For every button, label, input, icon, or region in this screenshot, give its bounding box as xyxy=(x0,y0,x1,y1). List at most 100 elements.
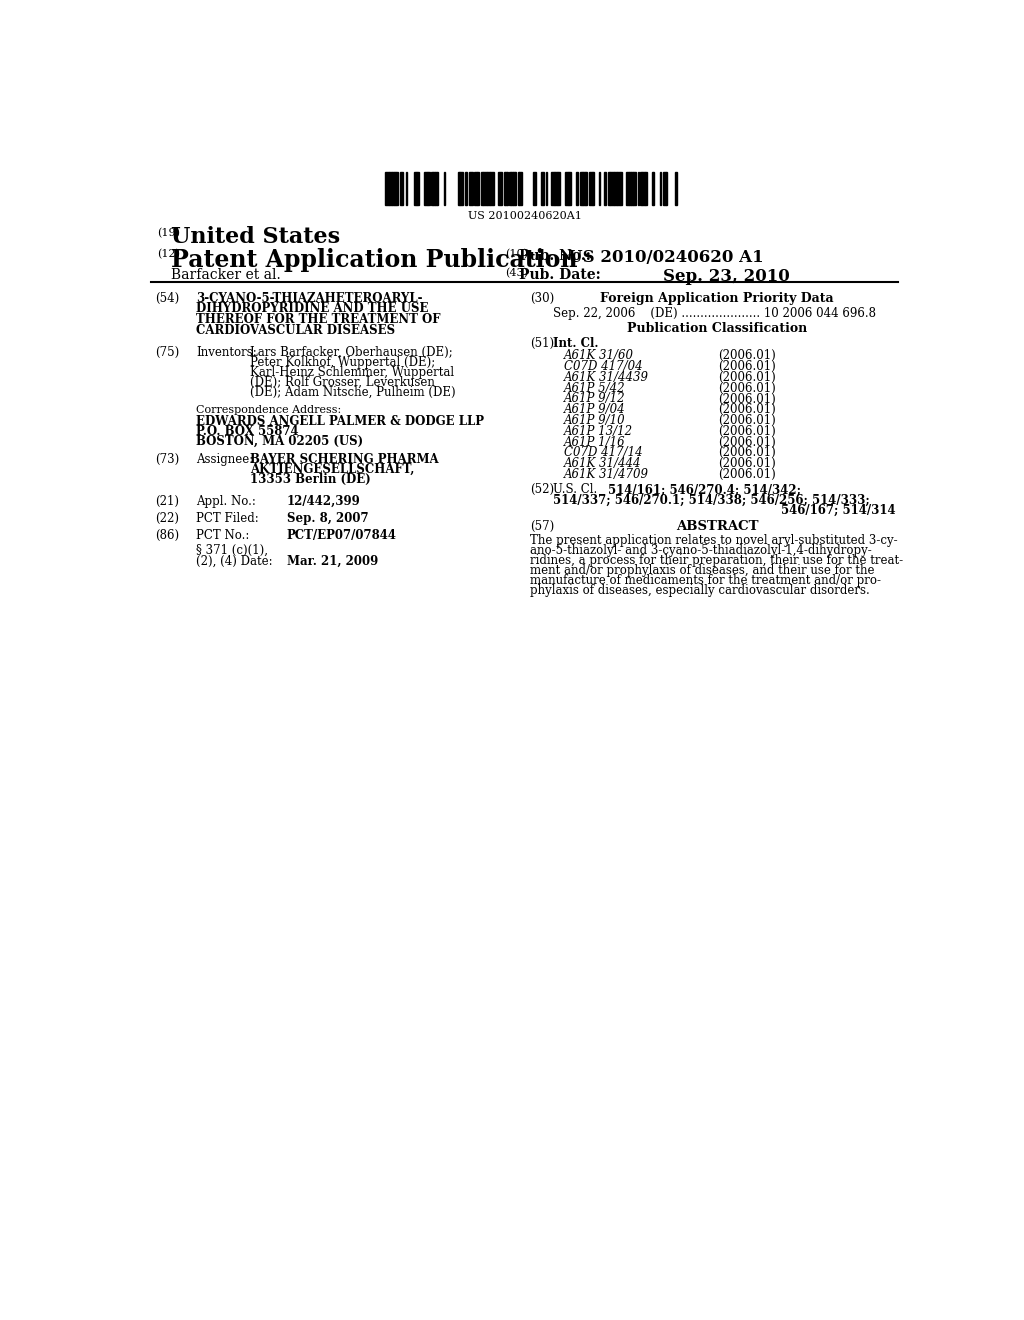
Bar xyxy=(634,173,636,205)
Text: THEREOF FOR THE TREATMENT OF: THEREOF FOR THE TREATMENT OF xyxy=(197,313,440,326)
Bar xyxy=(513,173,515,205)
Text: A61P 9/04: A61P 9/04 xyxy=(563,404,626,416)
Text: (30): (30) xyxy=(530,292,554,305)
Bar xyxy=(431,173,432,205)
Bar xyxy=(407,173,408,205)
Bar xyxy=(620,173,623,205)
Text: (2006.01): (2006.01) xyxy=(719,371,776,384)
Text: Peter Kolkhof, Wuppertal (DE);: Peter Kolkhof, Wuppertal (DE); xyxy=(251,355,435,368)
Text: A61K 31/4709: A61K 31/4709 xyxy=(563,469,648,480)
Text: Inventors:: Inventors: xyxy=(197,346,257,359)
Bar xyxy=(653,173,654,205)
Text: (2006.01): (2006.01) xyxy=(719,392,776,405)
Text: (54): (54) xyxy=(155,292,179,305)
Text: Correspondence Address:: Correspondence Address: xyxy=(197,405,341,414)
Bar xyxy=(417,173,419,205)
Bar xyxy=(582,173,584,205)
Bar xyxy=(555,173,557,205)
Bar xyxy=(511,173,513,205)
Text: (2006.01): (2006.01) xyxy=(719,404,776,416)
Text: Publication Classification: Publication Classification xyxy=(627,322,807,335)
Text: BOSTON, MA 02205 (US): BOSTON, MA 02205 (US) xyxy=(197,434,364,447)
Bar xyxy=(435,173,437,205)
Bar xyxy=(477,173,478,205)
Bar xyxy=(385,173,389,205)
Text: (DE); Rolf Grosser, Leverkusen: (DE); Rolf Grosser, Leverkusen xyxy=(251,376,435,388)
Bar xyxy=(389,173,392,205)
Text: A61P 9/12: A61P 9/12 xyxy=(563,392,626,405)
Text: 546/167; 514/314: 546/167; 514/314 xyxy=(780,503,895,516)
Text: (2006.01): (2006.01) xyxy=(719,469,776,480)
Bar xyxy=(396,173,397,205)
Text: A61K 31/60: A61K 31/60 xyxy=(563,350,634,363)
Bar xyxy=(675,173,677,205)
Text: (2006.01): (2006.01) xyxy=(719,457,776,470)
Text: (2006.01): (2006.01) xyxy=(719,425,776,438)
Text: PCT Filed:: PCT Filed: xyxy=(197,512,259,525)
Bar xyxy=(604,173,605,205)
Bar xyxy=(474,173,477,205)
Bar xyxy=(415,173,416,205)
Text: (2006.01): (2006.01) xyxy=(719,446,776,459)
Text: Int. Cl.: Int. Cl. xyxy=(553,337,598,350)
Bar xyxy=(581,173,582,205)
Bar xyxy=(459,173,461,205)
Text: (22): (22) xyxy=(155,512,179,525)
Text: A61K 31/444: A61K 31/444 xyxy=(563,457,641,470)
Bar xyxy=(651,173,653,205)
Text: C07D 417/04: C07D 417/04 xyxy=(563,360,642,374)
Text: Lars Barfacker, Oberhausen (DE);: Lars Barfacker, Oberhausen (DE); xyxy=(251,346,454,359)
Bar xyxy=(519,173,522,205)
Bar xyxy=(427,173,428,205)
Text: A61P 9/10: A61P 9/10 xyxy=(563,414,626,428)
Text: (86): (86) xyxy=(155,529,179,541)
Bar xyxy=(638,173,639,205)
Text: A61P 13/12: A61P 13/12 xyxy=(563,425,633,438)
Text: US 20100240620A1: US 20100240620A1 xyxy=(468,211,582,220)
Text: (57): (57) xyxy=(530,520,554,533)
Text: Karl-Heinz Schlemmer, Wuppertal: Karl-Heinz Schlemmer, Wuppertal xyxy=(251,366,455,379)
Bar xyxy=(505,173,507,205)
Bar xyxy=(469,173,473,205)
Text: CARDIOVASCULAR DISEASES: CARDIOVASCULAR DISEASES xyxy=(197,323,395,337)
Bar xyxy=(458,173,459,205)
Text: (DE); Adam Nitsche, Pulheim (DE): (DE); Adam Nitsche, Pulheim (DE) xyxy=(251,385,456,399)
Text: (12): (12) xyxy=(158,249,180,260)
Bar xyxy=(586,173,588,205)
Bar xyxy=(546,173,547,205)
Text: A61K 31/4439: A61K 31/4439 xyxy=(563,371,648,384)
Text: EDWARDS ANGELL PALMER & DODGE LLP: EDWARDS ANGELL PALMER & DODGE LLP xyxy=(197,414,484,428)
Text: Patent Application Publication: Patent Application Publication xyxy=(171,248,578,272)
Bar xyxy=(416,173,417,205)
Bar xyxy=(558,173,559,205)
Text: ABSTRACT: ABSTRACT xyxy=(676,520,758,533)
Text: Appl. No.:: Appl. No.: xyxy=(197,495,256,508)
Bar xyxy=(542,173,544,205)
Text: (2006.01): (2006.01) xyxy=(719,381,776,395)
Bar xyxy=(465,173,466,205)
Text: (52): (52) xyxy=(530,483,554,496)
Text: 514/337; 546/270.1; 514/338; 546/256; 514/333;: 514/337; 546/270.1; 514/338; 546/256; 51… xyxy=(553,494,869,507)
Text: Assignee:: Assignee: xyxy=(197,453,254,466)
Bar xyxy=(400,173,403,205)
Text: (10): (10) xyxy=(506,249,528,260)
Text: C07D 417/14: C07D 417/14 xyxy=(563,446,642,459)
Bar xyxy=(424,173,427,205)
Text: Barfacker et al.: Barfacker et al. xyxy=(171,268,282,281)
Bar xyxy=(609,173,614,205)
Bar xyxy=(393,173,395,205)
Text: 514/161; 546/270.4; 514/342;: 514/161; 546/270.4; 514/342; xyxy=(608,483,802,496)
Bar xyxy=(392,173,393,205)
Text: (73): (73) xyxy=(155,453,179,466)
Bar xyxy=(395,173,396,205)
Text: ridines, a process for their preparation, their use for the treat-: ridines, a process for their preparation… xyxy=(530,554,903,568)
Bar xyxy=(630,173,631,205)
Bar xyxy=(614,173,616,205)
Text: (2006.01): (2006.01) xyxy=(719,436,776,449)
Text: US 2010/0240620 A1: US 2010/0240620 A1 xyxy=(568,249,764,267)
Text: (51): (51) xyxy=(530,337,554,350)
Text: Sep. 23, 2010: Sep. 23, 2010 xyxy=(663,268,790,285)
Bar xyxy=(554,173,555,205)
Bar xyxy=(518,173,519,205)
Bar xyxy=(585,173,586,205)
